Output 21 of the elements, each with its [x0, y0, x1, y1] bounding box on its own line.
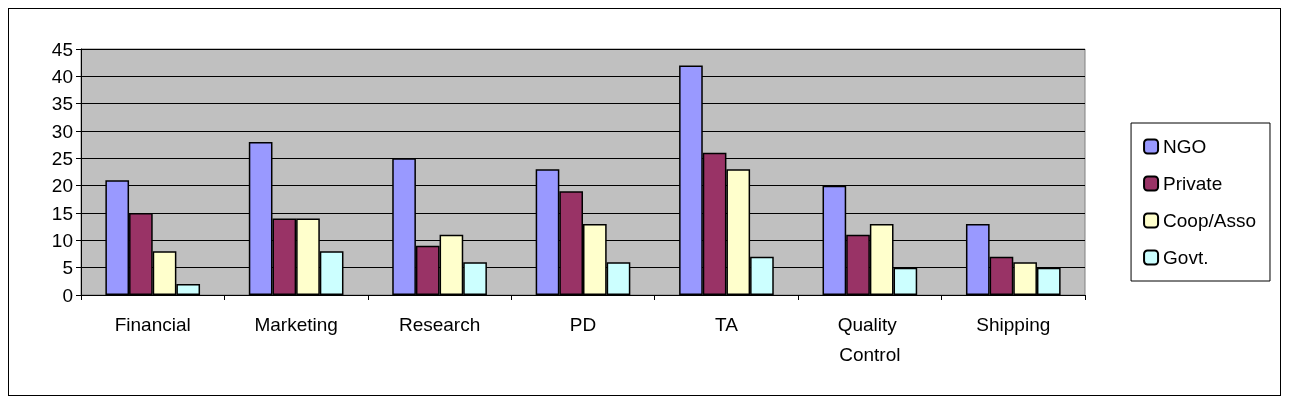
y-tick-label: 30: [51, 120, 73, 142]
y-tick-label: 0: [62, 284, 73, 306]
legend-label: Coop/Asso: [1163, 210, 1257, 231]
y-tick-label: 5: [62, 257, 73, 279]
x-tick-label: Marketing: [254, 313, 338, 335]
x-tick-label: Research: [398, 313, 481, 335]
x-tick-label: Financial: [114, 313, 191, 335]
y-tick-label: 10: [51, 229, 73, 251]
y-tick-label: 25: [51, 147, 73, 169]
y-tick-label: 35: [51, 93, 73, 115]
y-tick-label: 15: [51, 202, 73, 224]
y-tick-label: 45: [51, 38, 73, 60]
x-tick-label: Shipping: [976, 313, 1051, 335]
x-tick-label: Quality Control: [837, 313, 903, 365]
x-tick-label: TA: [714, 313, 739, 335]
legend-label: Private: [1163, 173, 1223, 194]
legend-label: NGO: [1163, 136, 1207, 157]
x-tick-label: PD: [569, 313, 597, 335]
legend-label: Govt.: [1163, 247, 1209, 268]
y-tick-label: 40: [51, 65, 73, 87]
y-tick-label: 20: [51, 175, 73, 197]
